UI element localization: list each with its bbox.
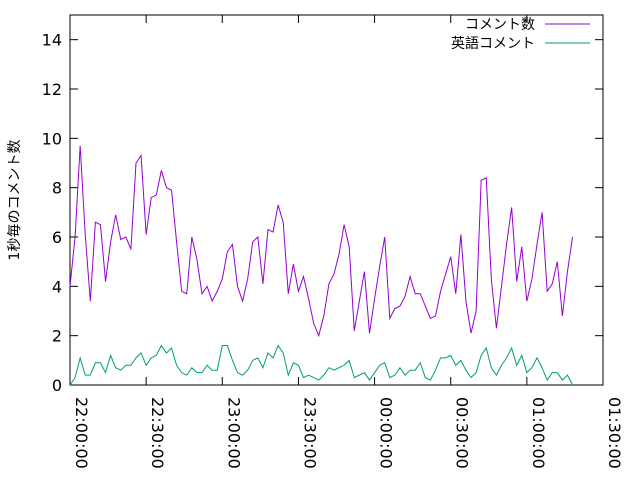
y-tick-label: 14 — [42, 31, 62, 50]
y-tick-label: 4 — [52, 277, 62, 296]
plot-area-border — [69, 14, 604, 386]
axis-ticks: 0 2 4 6 8 10 12 14 22:00:00 22:30:00 23:00:00 23:30… — [42, 15, 624, 469]
y-tick-label: 6 — [52, 228, 62, 247]
x-tick-label: 01:00:00 — [529, 397, 548, 469]
x-tick-label: 01:30:00 — [605, 397, 624, 469]
y-tick-label: 2 — [52, 327, 62, 346]
x-tick-label: 22:30:00 — [148, 397, 167, 469]
y-tick-label: 8 — [52, 179, 62, 198]
y-tick-label: 0 — [52, 376, 62, 395]
x-tick-label: 23:00:00 — [224, 397, 243, 469]
x-tick-label: 00:30:00 — [453, 397, 472, 469]
y-tick-label: 10 — [42, 129, 62, 148]
y-tick-label: 12 — [42, 80, 62, 99]
y-axis-title: 1秒毎のコメント数 — [7, 140, 23, 261]
legend-label: コメント数 — [465, 17, 535, 33]
series-line-1 — [69, 344, 573, 386]
legend-label: 英語コメント — [451, 35, 535, 52]
x-tick-label: 00:00:00 — [377, 397, 396, 469]
series-lines — [69, 145, 574, 386]
x-tick-label: 22:00:00 — [72, 397, 91, 469]
x-tick-label: 23:30:00 — [300, 397, 319, 469]
series-line-0 — [69, 145, 574, 338]
